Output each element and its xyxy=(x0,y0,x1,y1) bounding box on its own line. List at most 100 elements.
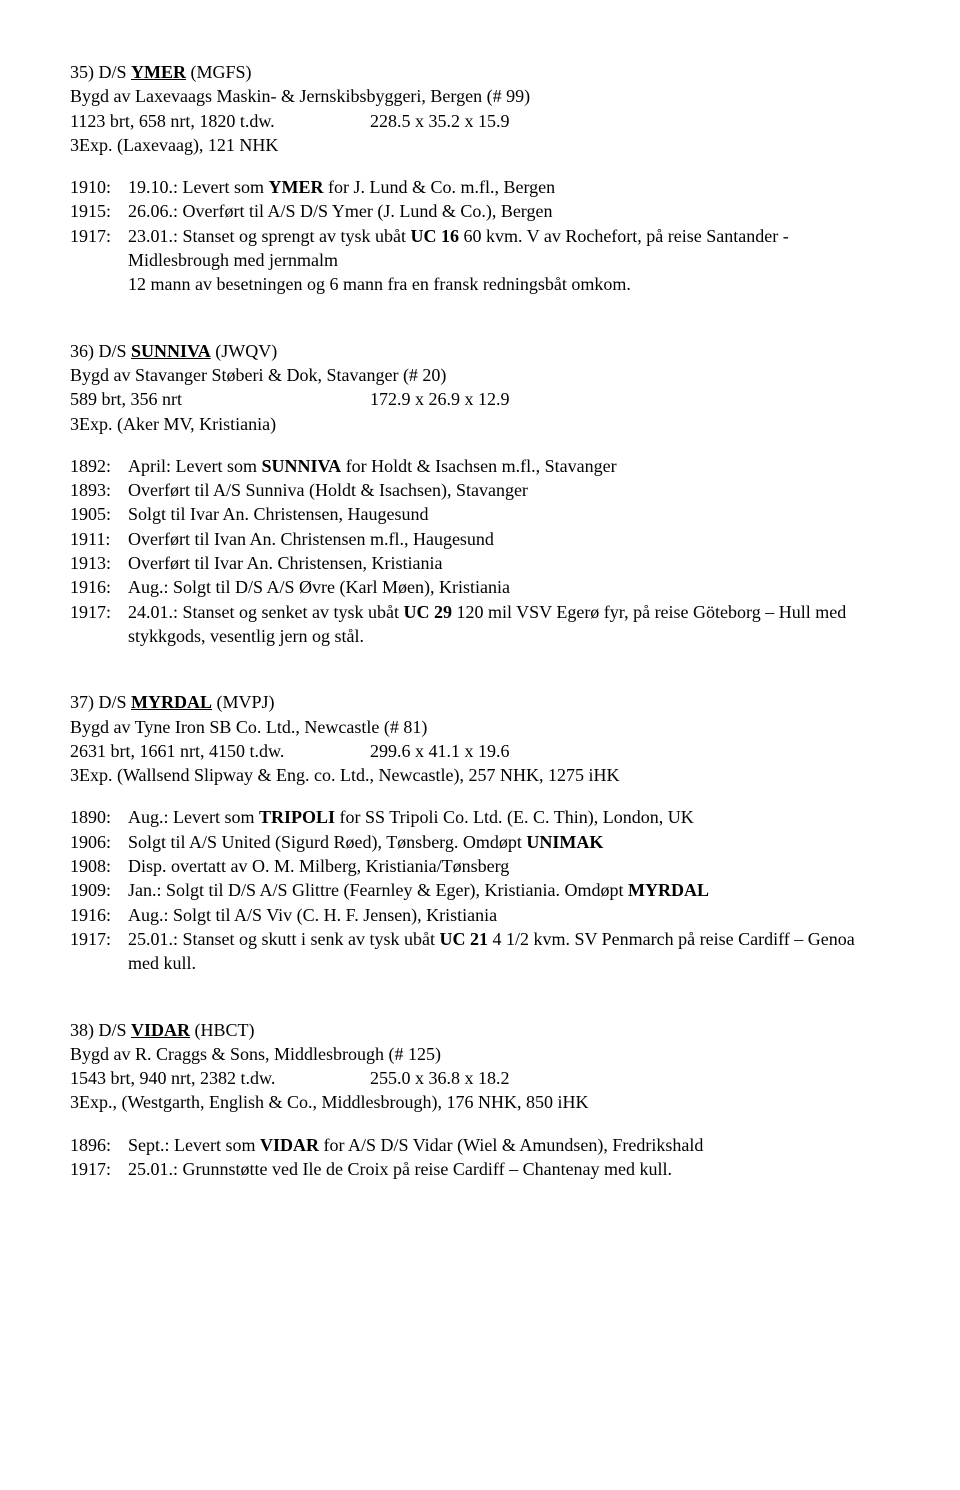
history-text: Aug.: Solgt til D/S A/S Øvre (Karl Møen)… xyxy=(128,575,890,599)
history-line: 1916:Aug.: Solgt til D/S A/S Øvre (Karl … xyxy=(70,575,890,599)
tonnage: 589 brt, 356 nrt xyxy=(70,387,370,411)
dimensions: 299.6 x 41.1 x 19.6 xyxy=(370,741,510,761)
history-text: Sept.: Levert som VIDAR for A/S D/S Vida… xyxy=(128,1133,890,1157)
specs-line: 2631 brt, 1661 nrt, 4150 t.dw.299.6 x 41… xyxy=(70,739,890,763)
ship-entry: 36) D/S SUNNIVA (JWQV)Bygd av Stavanger … xyxy=(70,339,890,649)
history-text-bold: YMER xyxy=(268,177,323,197)
history-text: Jan.: Solgt til D/S A/S Glittre (Fearnle… xyxy=(128,878,890,902)
history-line: 1906:Solgt til A/S United (Sigurd Røed),… xyxy=(70,830,890,854)
history-text-bold: UC 21 xyxy=(439,929,488,949)
history-line: 1896:Sept.: Levert som VIDAR for A/S D/S… xyxy=(70,1133,890,1157)
history-line: 1917:23.01.: Stanset og sprengt av tysk … xyxy=(70,224,890,273)
history-text-bold: SUNNIVA xyxy=(261,456,341,476)
entry-title: 36) D/S SUNNIVA (JWQV) xyxy=(70,339,890,363)
history-text-bold: UC 16 xyxy=(410,226,459,246)
tonnage: 2631 brt, 1661 nrt, 4150 t.dw. xyxy=(70,739,370,763)
ship-prefix: D/S xyxy=(99,692,132,712)
builder-line: Bygd av Laxevaags Maskin- & Jernskibsbyg… xyxy=(70,84,890,108)
ship-prefix: D/S xyxy=(99,341,132,361)
specs-line: 589 brt, 356 nrt172.9 x 26.9 x 12.9 xyxy=(70,387,890,411)
history-year: 1890: xyxy=(70,805,128,829)
entry-header: 36) D/S SUNNIVA (JWQV)Bygd av Stavanger … xyxy=(70,339,890,436)
entry-number: 35) xyxy=(70,62,99,82)
entry-number: 36) xyxy=(70,341,99,361)
ship-code: (MGFS) xyxy=(186,62,252,82)
history-text: Aug.: Solgt til A/S Viv (C. H. F. Jensen… xyxy=(128,903,890,927)
history-text-bold: VIDAR xyxy=(260,1135,319,1155)
history-year: 1905: xyxy=(70,502,128,526)
history-text: Aug.: Levert som TRIPOLI for SS Tripoli … xyxy=(128,805,890,829)
history-year: 1896: xyxy=(70,1133,128,1157)
dimensions: 172.9 x 26.9 x 12.9 xyxy=(370,389,510,409)
history-text-bold: TRIPOLI xyxy=(259,807,335,827)
engine-line: 3Exp., (Westgarth, English & Co., Middle… xyxy=(70,1090,890,1114)
history-text: Solgt til A/S United (Sigurd Røed), Tøns… xyxy=(128,830,890,854)
history-text: Disp. overtatt av O. M. Milberg, Kristia… xyxy=(128,854,890,878)
history-text: Overført til Ivan An. Christensen m.fl.,… xyxy=(128,527,890,551)
history-year: 1916: xyxy=(70,903,128,927)
ship-code: (HBCT) xyxy=(190,1020,255,1040)
dimensions: 255.0 x 36.8 x 18.2 xyxy=(370,1068,510,1088)
history-text-bold: UC 29 xyxy=(403,602,452,622)
history-text-post: for Holdt & Isachsen m.fl., Stavanger xyxy=(341,456,616,476)
ship-name: VIDAR xyxy=(131,1020,190,1040)
history-line: 1892:April: Levert som SUNNIVA for Holdt… xyxy=(70,454,890,478)
history-text-pre: Aug.: Levert som xyxy=(128,807,259,827)
history-text-pre: 25.01.: Stanset og skutt i senk av tysk … xyxy=(128,929,439,949)
history-text: 19.10.: Levert som YMER for J. Lund & Co… xyxy=(128,175,890,199)
entry-title: 35) D/S YMER (MGFS) xyxy=(70,60,890,84)
history-text-bold: UNIMAK xyxy=(526,832,603,852)
history-text-bold: MYRDAL xyxy=(628,880,709,900)
history-text-post: for SS Tripoli Co. Ltd. (E. C. Thin), Lo… xyxy=(335,807,694,827)
history-year: 1893: xyxy=(70,478,128,502)
engine-line: 3Exp. (Aker MV, Kristiania) xyxy=(70,412,890,436)
ship-entry: 35) D/S YMER (MGFS)Bygd av Laxevaags Mas… xyxy=(70,60,890,297)
history-year: 1917: xyxy=(70,600,128,649)
history-text: 12 mann av besetningen og 6 mann fra en … xyxy=(128,274,631,294)
ship-entry: 37) D/S MYRDAL (MVPJ)Bygd av Tyne Iron S… xyxy=(70,690,890,975)
history-line: 1909:Jan.: Solgt til D/S A/S Glittre (Fe… xyxy=(70,878,890,902)
history-text-pre: 24.01.: Stanset og senket av tysk ubåt xyxy=(128,602,403,622)
history-year: 1916: xyxy=(70,575,128,599)
ship-prefix: D/S xyxy=(99,1020,132,1040)
history-line: 1905:Solgt til Ivar An. Christensen, Hau… xyxy=(70,502,890,526)
builder-line: Bygd av R. Craggs & Sons, Middlesbrough … xyxy=(70,1042,890,1066)
tonnage: 1123 brt, 658 nrt, 1820 t.dw. xyxy=(70,109,370,133)
history-year: 1892: xyxy=(70,454,128,478)
entry-header: 38) D/S VIDAR (HBCT)Bygd av R. Craggs & … xyxy=(70,1018,890,1115)
history-line: 1915:26.06.: Overført til A/S D/S Ymer (… xyxy=(70,199,890,223)
history-line: 1911:Overført til Ivan An. Christensen m… xyxy=(70,527,890,551)
history-line: 1917:24.01.: Stanset og senket av tysk u… xyxy=(70,600,890,649)
history-text: Solgt til Ivar An. Christensen, Haugesun… xyxy=(128,502,890,526)
history-text-pre: Jan.: Solgt til D/S A/S Glittre (Fearnle… xyxy=(128,880,628,900)
history-text-pre: April: Levert som xyxy=(128,456,261,476)
history-year: 1911: xyxy=(70,527,128,551)
specs-line: 1543 brt, 940 nrt, 2382 t.dw.255.0 x 36.… xyxy=(70,1066,890,1090)
history-line: 1893:Overført til A/S Sunniva (Holdt & I… xyxy=(70,478,890,502)
history-year: 1908: xyxy=(70,854,128,878)
history-text: 25.01.: Grunnstøtte ved Ile de Croix på … xyxy=(128,1157,890,1181)
history-text-pre: Sept.: Levert som xyxy=(128,1135,260,1155)
entry-number: 38) xyxy=(70,1020,99,1040)
history-text: 23.01.: Stanset og sprengt av tysk ubåt … xyxy=(128,224,890,273)
specs-line: 1123 brt, 658 nrt, 1820 t.dw.228.5 x 35.… xyxy=(70,109,890,133)
builder-line: Bygd av Stavanger Støberi & Dok, Stavang… xyxy=(70,363,890,387)
history-line: 1916:Aug.: Solgt til A/S Viv (C. H. F. J… xyxy=(70,903,890,927)
history-line: 12 mann av besetningen og 6 mann fra en … xyxy=(70,272,890,296)
history-year: 1906: xyxy=(70,830,128,854)
history-line: 1910:19.10.: Levert som YMER for J. Lund… xyxy=(70,175,890,199)
engine-line: 3Exp. (Laxevaag), 121 NHK xyxy=(70,133,890,157)
ship-code: (MVPJ) xyxy=(212,692,275,712)
history-line: 1917:25.01.: Stanset og skutt i senk av … xyxy=(70,927,890,976)
history-year: 1917: xyxy=(70,224,128,273)
history-year: 1915: xyxy=(70,199,128,223)
tonnage: 1543 brt, 940 nrt, 2382 t.dw. xyxy=(70,1066,370,1090)
ship-code: (JWQV) xyxy=(211,341,277,361)
dimensions: 228.5 x 35.2 x 15.9 xyxy=(370,111,510,131)
ship-name: SUNNIVA xyxy=(131,341,211,361)
history-line: 1913:Overført til Ivar An. Christensen, … xyxy=(70,551,890,575)
engine-line: 3Exp. (Wallsend Slipway & Eng. co. Ltd.,… xyxy=(70,763,890,787)
history-text-post: for A/S D/S Vidar (Wiel & Amundsen), Fre… xyxy=(319,1135,703,1155)
entry-title: 37) D/S MYRDAL (MVPJ) xyxy=(70,690,890,714)
history-text: April: Levert som SUNNIVA for Holdt & Is… xyxy=(128,454,890,478)
